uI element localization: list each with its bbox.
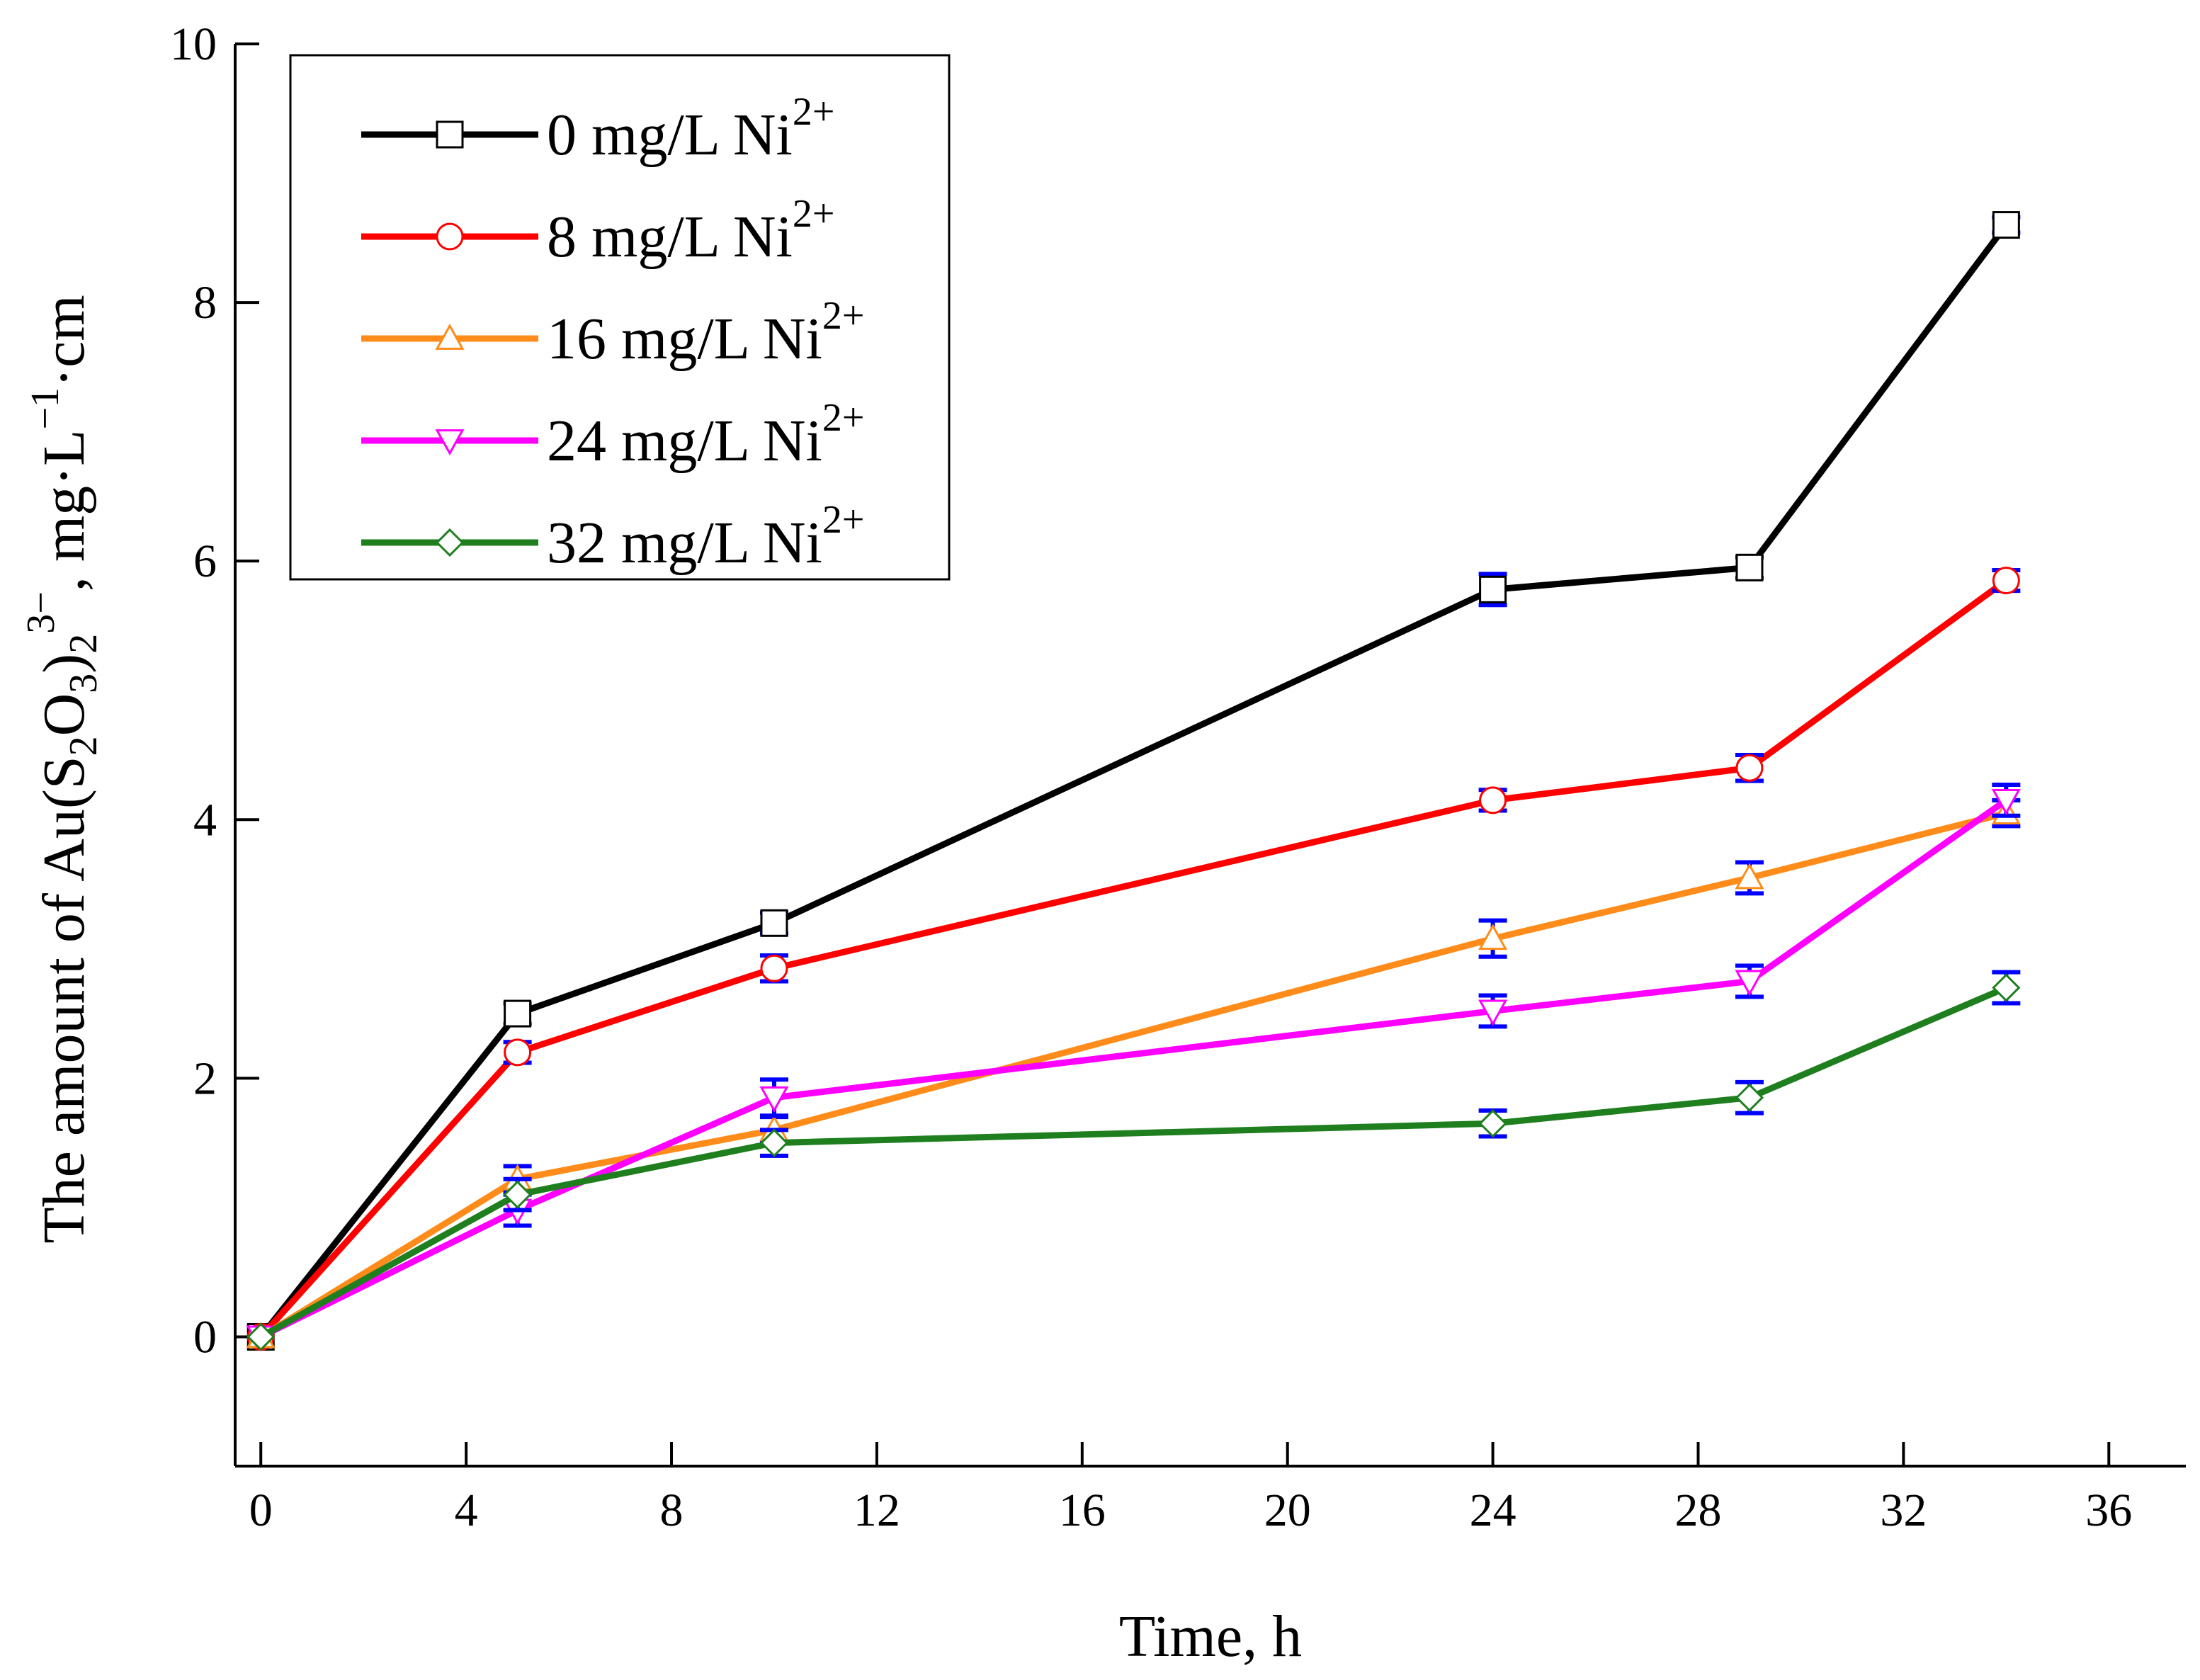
y-axis-title-part: O	[31, 693, 97, 737]
y-axis-title-part: ·cm	[31, 295, 97, 387]
y-tick-label: 0	[193, 1311, 217, 1363]
y-axis-title-sub: 2	[62, 634, 106, 654]
series-line	[259, 810, 2007, 1340]
data-point	[1478, 999, 1508, 1026]
data-point	[504, 999, 532, 1028]
x-tick-label: 12	[854, 1485, 900, 1536]
series-0	[246, 211, 2021, 1351]
legend: 0 mg/L Ni2+8 mg/L Ni2+16 mg/L Ni2+24 mg/…	[289, 54, 951, 581]
legend-box	[289, 54, 951, 581]
series-line	[259, 798, 2008, 1340]
series-line	[258, 222, 2009, 1339]
series-line	[258, 577, 2008, 1339]
legend-label-sup: 2+	[822, 396, 865, 440]
legend-item: 32 mg/L Ni2+	[361, 498, 864, 576]
y-tick-label: 4	[193, 794, 217, 846]
data-point	[1735, 863, 1764, 890]
legend-label-text: 24 mg/L Ni	[547, 408, 822, 474]
data-point	[759, 1086, 789, 1113]
legend-item: 0 mg/L Ni2+	[361, 90, 834, 168]
data-point	[1992, 973, 2021, 1002]
x-tick-label: 8	[660, 1485, 684, 1536]
y-tick-label: 10	[170, 18, 217, 70]
x-tick-label: 28	[1675, 1485, 1722, 1536]
y-tick-label: 6	[193, 535, 217, 587]
data-point	[1992, 211, 2020, 239]
legend-marker	[435, 323, 465, 350]
data-point	[1479, 786, 1507, 815]
legend-label: 8 mg/L Ni2+	[547, 192, 834, 270]
data-point	[246, 1322, 276, 1351]
legend-label: 0 mg/L Ni2+	[547, 90, 834, 168]
series-layer	[246, 211, 2021, 1352]
data-point	[1991, 788, 2021, 815]
y-tick-label: 8	[193, 277, 217, 329]
y-axis-title: The amount of Au(S2O3)23−, mg·L−1·cm	[19, 295, 106, 1243]
legend-label-sup: 2+	[793, 192, 835, 236]
legend-label-sup: 2+	[822, 498, 865, 542]
legend-label: 32 mg/L Ni2+	[547, 498, 864, 576]
data-point	[1735, 970, 1764, 997]
legend-item: 16 mg/L Ni2+	[361, 294, 864, 372]
x-tick-label: 36	[2085, 1485, 2132, 1536]
y-axis-title-sub: 2	[62, 736, 106, 756]
data-point	[504, 1038, 532, 1067]
y-axis-title-part: , mg·L	[31, 430, 97, 592]
legend-marker	[435, 528, 465, 557]
legend-item: 24 mg/L Ni2+	[361, 396, 864, 474]
legend-label: 16 mg/L Ni2+	[547, 294, 864, 372]
legend-label-text: 0 mg/L Ni	[547, 102, 793, 168]
x-axis-title: Time, h	[1119, 1604, 1302, 1669]
data-point	[1478, 1109, 1507, 1138]
data-point	[1735, 553, 1764, 581]
y-tick-label: 2	[193, 1052, 217, 1104]
series-1	[246, 567, 2021, 1351]
x-tick-label: 24	[1470, 1485, 1516, 1536]
x-tick-label: 4	[455, 1485, 478, 1536]
data-point	[1992, 567, 2020, 595]
x-tick-label: 16	[1059, 1485, 1106, 1536]
data-point	[760, 909, 788, 937]
data-point	[759, 1128, 789, 1157]
y-axis-title-sub: 3	[62, 674, 106, 693]
series-4	[246, 970, 2021, 1351]
y-axis-title-sup: 3−	[19, 591, 63, 634]
legend-label-text: 16 mg/L Ni	[547, 306, 822, 372]
x-tick-label: 20	[1264, 1485, 1311, 1536]
y-axis-title-sup: −1	[23, 387, 67, 430]
legend-label: 24 mg/L Ni2+	[547, 396, 864, 474]
data-point	[503, 1180, 532, 1209]
legend-marker	[436, 222, 464, 251]
axes	[234, 44, 2186, 1468]
data-point	[1479, 575, 1507, 603]
data-point	[1478, 924, 1508, 950]
series-3	[246, 782, 2021, 1352]
x-tick-label: 0	[249, 1485, 273, 1536]
series-line	[259, 984, 2008, 1340]
data-point	[760, 954, 788, 982]
x-tick-label: 32	[1880, 1485, 1927, 1536]
legend-marker	[435, 429, 465, 456]
y-axis-title-part: )	[31, 654, 97, 674]
y-axis-title-part: The amount of Au(S	[31, 756, 97, 1243]
legend-label-text: 8 mg/L Ni	[547, 204, 793, 270]
legend-item: 8 mg/L Ni2+	[361, 192, 834, 270]
data-point	[1735, 1083, 1764, 1112]
legend-label-sup: 2+	[793, 90, 835, 134]
data-point	[1735, 754, 1764, 782]
legend-label-sup: 2+	[822, 294, 865, 338]
legend-label-text: 32 mg/L Ni	[547, 510, 822, 576]
legend-marker	[436, 120, 464, 149]
